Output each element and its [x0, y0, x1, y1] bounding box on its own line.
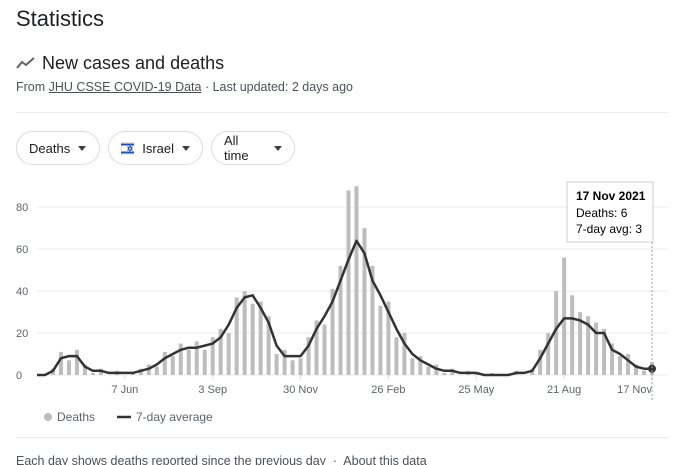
x-tick-label: 3 Sep [198, 384, 227, 396]
trend-icon [16, 57, 35, 69]
bar [618, 356, 623, 375]
x-tick-label: 21 Aug [547, 384, 581, 396]
metric-button[interactable]: Deaths [16, 131, 100, 165]
bar [90, 372, 95, 375]
bar [274, 354, 279, 375]
bar [642, 370, 647, 375]
bar [370, 265, 375, 375]
bar [210, 337, 215, 375]
source-prefix: From [16, 80, 46, 94]
chart: 0 20 40 60 80 7 Jun 3 Sep 30 Nov 26 Feb 25 May 21 … [16, 181, 668, 424]
bar [82, 364, 87, 375]
bar [242, 291, 247, 375]
separator [16, 112, 668, 113]
bar [578, 312, 583, 375]
separator [16, 437, 668, 438]
source-link[interactable]: JHU CSSE COVID-19 Data [48, 80, 202, 94]
y-tick-label: 20 [16, 328, 28, 340]
bar [234, 297, 239, 375]
bar [330, 288, 335, 375]
bar [610, 343, 615, 375]
y-tick-label: 0 [16, 370, 22, 382]
bar [258, 301, 263, 375]
bar [546, 333, 551, 375]
bar [202, 349, 207, 375]
bar [594, 322, 599, 375]
bar [418, 356, 423, 375]
country-button[interactable]: Israel [108, 131, 203, 165]
bar [74, 349, 79, 375]
y-tick-label: 40 [16, 286, 28, 298]
bar [306, 337, 311, 375]
bar [154, 366, 159, 375]
flag [121, 141, 135, 155]
bar [338, 265, 343, 375]
bar [586, 316, 591, 375]
y-tick-label: 80 [16, 202, 28, 214]
bar [634, 364, 639, 375]
legend-label: Deaths [57, 410, 95, 424]
bar [346, 190, 351, 375]
x-tick-label: 26 Feb [371, 384, 405, 396]
label: Deaths [29, 140, 71, 156]
bar [194, 341, 199, 375]
bar [170, 356, 175, 375]
tooltip-box [566, 181, 654, 243]
bar [626, 354, 631, 375]
bar [282, 349, 287, 375]
bar [186, 349, 191, 375]
bar [322, 324, 327, 375]
tooltip-deaths: Deaths: 6 [576, 206, 628, 220]
x-tick-label: 7 Jun [111, 384, 138, 396]
bar [250, 303, 255, 375]
bar [402, 333, 407, 375]
label: Israel [142, 140, 174, 156]
tooltip-date: 17 Nov 2021 [576, 189, 646, 203]
bar [66, 360, 71, 375]
bar [226, 333, 231, 375]
bar [426, 366, 431, 375]
legend-swatch [44, 413, 52, 421]
footer-note: Each day shows deaths reported since the… [16, 454, 326, 465]
bar [362, 228, 367, 375]
bar [538, 349, 543, 375]
bar [554, 291, 559, 375]
bar [602, 328, 607, 375]
updated: · Last updated: 2 days ago [204, 80, 353, 94]
tooltip-avg: 7-day avg: 3 [576, 222, 642, 236]
page-title: Statistics [16, 6, 105, 31]
range-button[interactable]: All time [211, 131, 295, 165]
x-tick-label: 25 May [458, 384, 495, 396]
legend-label: 7-day average [136, 410, 213, 424]
x-tick-label: 30 Nov [283, 384, 318, 396]
bar [442, 372, 447, 375]
footer: Each day shows deaths reported since the… [16, 454, 427, 465]
bar [394, 337, 399, 375]
bar [58, 351, 63, 375]
about-link[interactable]: About this data [343, 454, 427, 465]
bar [314, 320, 319, 375]
bar [386, 301, 391, 375]
bar [290, 360, 295, 375]
bar [570, 295, 575, 375]
bar [354, 186, 359, 375]
bar [162, 351, 167, 375]
bar [378, 305, 383, 375]
avg-line [37, 239, 652, 377]
source-line: From JHU CSSE COVID-19 Data · Last updat… [16, 80, 353, 94]
bar [298, 358, 303, 375]
section-title: New cases and deaths [42, 53, 225, 73]
x-tick-label: 17 Nov [617, 384, 652, 396]
bar [410, 358, 415, 375]
end-dot [648, 364, 656, 373]
label: All time [224, 133, 249, 163]
y-tick-label: 60 [16, 244, 28, 256]
bar [562, 257, 567, 375]
bar [266, 316, 271, 375]
bar [178, 343, 183, 375]
bar [218, 328, 223, 375]
